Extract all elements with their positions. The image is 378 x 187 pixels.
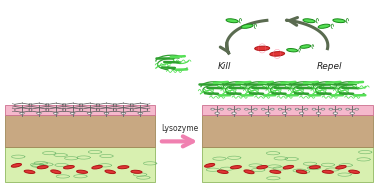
Circle shape bbox=[54, 112, 58, 114]
Ellipse shape bbox=[51, 170, 61, 174]
Circle shape bbox=[245, 108, 248, 110]
Circle shape bbox=[282, 112, 287, 114]
Circle shape bbox=[355, 108, 359, 110]
Circle shape bbox=[329, 108, 333, 110]
Circle shape bbox=[228, 108, 231, 110]
Bar bbox=[202, 147, 373, 182]
Circle shape bbox=[104, 112, 109, 114]
Circle shape bbox=[232, 112, 236, 114]
Ellipse shape bbox=[270, 170, 281, 173]
Circle shape bbox=[350, 112, 355, 114]
Text: Kill: Kill bbox=[218, 62, 231, 71]
Circle shape bbox=[346, 108, 350, 110]
Ellipse shape bbox=[349, 170, 359, 174]
Circle shape bbox=[121, 112, 125, 114]
Circle shape bbox=[287, 108, 291, 110]
Ellipse shape bbox=[241, 24, 253, 28]
Circle shape bbox=[321, 108, 325, 110]
Ellipse shape bbox=[226, 19, 238, 23]
Circle shape bbox=[138, 112, 143, 114]
Ellipse shape bbox=[77, 170, 88, 173]
Ellipse shape bbox=[283, 165, 294, 169]
Text: Repel: Repel bbox=[317, 62, 342, 71]
Ellipse shape bbox=[64, 165, 74, 169]
Text: Lysozyme: Lysozyme bbox=[161, 124, 198, 133]
Ellipse shape bbox=[303, 19, 315, 23]
Circle shape bbox=[316, 112, 321, 114]
Circle shape bbox=[338, 108, 342, 110]
Bar bbox=[202, 115, 373, 147]
Circle shape bbox=[299, 112, 304, 114]
Ellipse shape bbox=[204, 163, 215, 167]
Circle shape bbox=[270, 108, 274, 110]
Circle shape bbox=[220, 108, 223, 110]
Circle shape bbox=[37, 112, 41, 114]
Ellipse shape bbox=[217, 170, 228, 174]
Ellipse shape bbox=[11, 163, 22, 167]
Ellipse shape bbox=[257, 165, 268, 169]
Circle shape bbox=[254, 108, 257, 110]
Ellipse shape bbox=[300, 45, 311, 48]
Circle shape bbox=[237, 108, 240, 110]
Bar bbox=[5, 105, 155, 115]
Circle shape bbox=[312, 108, 316, 110]
Circle shape bbox=[70, 112, 75, 114]
Ellipse shape bbox=[231, 166, 242, 169]
Bar bbox=[5, 147, 155, 182]
Circle shape bbox=[249, 112, 253, 114]
Ellipse shape bbox=[333, 19, 345, 23]
Ellipse shape bbox=[322, 170, 333, 173]
Circle shape bbox=[215, 112, 219, 114]
Ellipse shape bbox=[296, 170, 307, 174]
Ellipse shape bbox=[309, 166, 320, 169]
Ellipse shape bbox=[131, 170, 142, 173]
Ellipse shape bbox=[105, 170, 115, 174]
Circle shape bbox=[304, 108, 308, 110]
Ellipse shape bbox=[255, 46, 270, 51]
Circle shape bbox=[262, 108, 265, 110]
Ellipse shape bbox=[244, 170, 254, 174]
Bar bbox=[5, 115, 155, 147]
Circle shape bbox=[295, 108, 299, 110]
Circle shape bbox=[211, 108, 215, 110]
Ellipse shape bbox=[92, 165, 102, 169]
Ellipse shape bbox=[118, 166, 129, 169]
Circle shape bbox=[266, 112, 270, 114]
Ellipse shape bbox=[37, 166, 48, 169]
Ellipse shape bbox=[318, 24, 330, 28]
Ellipse shape bbox=[336, 165, 346, 169]
Circle shape bbox=[278, 108, 282, 110]
Ellipse shape bbox=[287, 49, 298, 52]
Ellipse shape bbox=[270, 52, 285, 56]
Ellipse shape bbox=[24, 170, 35, 174]
Circle shape bbox=[333, 112, 338, 114]
Circle shape bbox=[20, 112, 24, 114]
Circle shape bbox=[87, 112, 92, 114]
Bar bbox=[202, 105, 373, 115]
